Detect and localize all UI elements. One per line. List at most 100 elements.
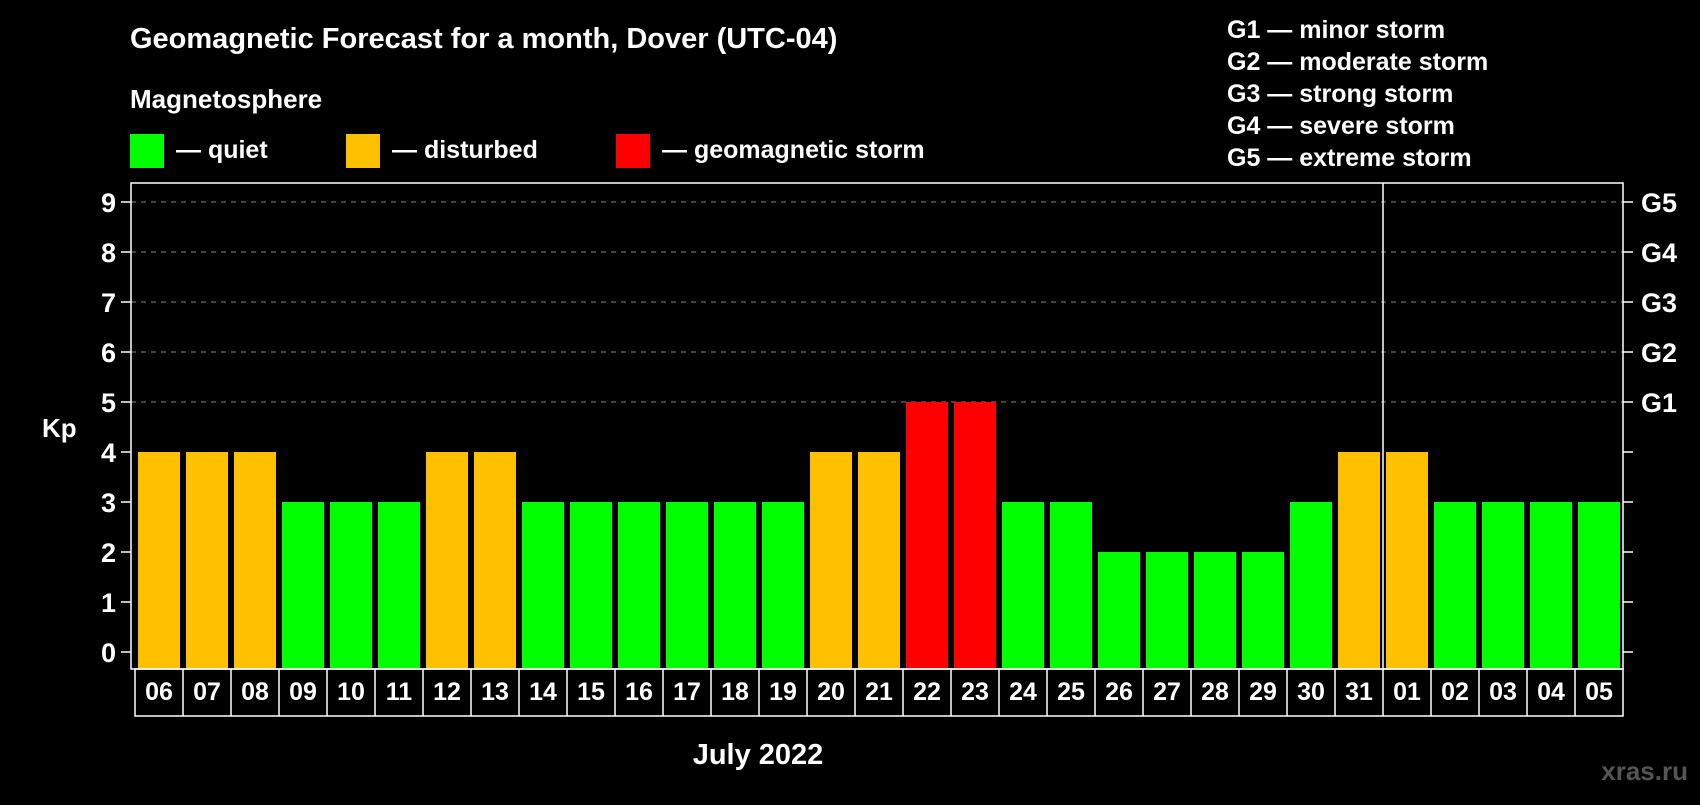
g-level-label: G2 xyxy=(1641,338,1677,368)
status-legend: — quiet — disturbed — geomagnetic storm xyxy=(130,134,925,168)
kp-bar xyxy=(1146,552,1188,669)
chart-subtitle: Magnetosphere xyxy=(130,84,322,114)
y-axis-label: Kp xyxy=(42,413,77,443)
kp-bar xyxy=(426,452,468,669)
y-tick-label: 5 xyxy=(101,388,116,418)
day-label: 28 xyxy=(1201,678,1229,706)
g-level-legend: G1 — minor storm G2 — moderate storm G3 — … xyxy=(1227,16,1488,172)
day-label: 13 xyxy=(481,678,509,706)
kp-bar xyxy=(762,502,804,669)
g-legend-item: G4 — severe storm xyxy=(1227,112,1455,140)
legend-label: — quiet xyxy=(176,136,268,164)
kp-bar xyxy=(522,502,564,669)
kp-bar xyxy=(858,452,900,669)
day-label: 12 xyxy=(433,678,461,706)
kp-bar xyxy=(1242,552,1284,669)
day-label: 01 xyxy=(1393,678,1421,706)
day-label: 25 xyxy=(1057,678,1085,706)
day-label: 11 xyxy=(386,678,413,706)
day-label: 20 xyxy=(817,678,845,706)
kp-bar xyxy=(714,502,756,669)
day-label: 17 xyxy=(673,678,701,706)
y-axis-ticks: 0 1 2 3 4 5 6 7 8 9 xyxy=(101,188,1633,668)
chart-title: Geomagnetic Forecast for a month, Dover … xyxy=(130,23,837,55)
g-legend-item: G2 — moderate storm xyxy=(1227,48,1488,76)
legend-swatch xyxy=(346,134,380,168)
day-label: 27 xyxy=(1153,678,1181,706)
g-level-label: G1 xyxy=(1641,388,1677,418)
day-label: 02 xyxy=(1441,678,1469,706)
day-label: 30 xyxy=(1297,678,1325,706)
g-legend-item: G5 — extreme storm xyxy=(1227,144,1472,172)
day-label: 24 xyxy=(1009,678,1037,706)
kp-bar xyxy=(906,402,948,669)
kp-bar xyxy=(1578,502,1620,669)
kp-bar xyxy=(474,452,516,669)
kp-bar xyxy=(1530,502,1572,669)
kp-bar xyxy=(1194,552,1236,669)
g-legend-item: G1 — minor storm xyxy=(1227,16,1445,44)
kp-bar xyxy=(1338,452,1380,669)
day-label: 15 xyxy=(577,678,605,706)
x-axis-days: 06 07 08 09 10 11 12 13 14 15 16 17 18 19 20 21 22 23 24 25… xyxy=(134,668,1624,717)
kp-bar xyxy=(1386,452,1428,669)
kp-bar xyxy=(234,452,276,669)
day-label: 26 xyxy=(1105,678,1133,706)
kp-bar xyxy=(186,452,228,669)
day-label: 05 xyxy=(1585,678,1613,706)
kp-bar xyxy=(1002,502,1044,669)
g-legend-item: G3 — strong storm xyxy=(1227,80,1453,108)
day-label: 09 xyxy=(289,678,317,706)
bars xyxy=(138,402,1620,669)
kp-bar xyxy=(1098,552,1140,669)
y-tick-label: 4 xyxy=(101,438,116,468)
y-tick-label: 7 xyxy=(101,288,116,318)
day-label: 31 xyxy=(1345,678,1373,706)
x-axis-label: July 2022 xyxy=(693,739,824,771)
day-label: 08 xyxy=(241,678,269,706)
kp-bar xyxy=(1482,502,1524,669)
kp-bar xyxy=(618,502,660,669)
kp-bar xyxy=(666,502,708,669)
kp-bar xyxy=(138,452,180,669)
day-label: 29 xyxy=(1249,678,1277,706)
day-label: 23 xyxy=(961,678,989,706)
day-label: 21 xyxy=(865,678,893,706)
g-level-label: G3 xyxy=(1641,288,1677,318)
day-label: 18 xyxy=(721,678,749,706)
kp-bar xyxy=(1290,502,1332,669)
y-tick-label: 0 xyxy=(101,638,116,668)
day-row-frame xyxy=(134,668,1624,717)
kp-bar xyxy=(570,502,612,669)
kp-bar xyxy=(954,402,996,669)
y-tick-label: 1 xyxy=(101,588,116,618)
legend-label: — geomagnetic storm xyxy=(662,136,925,164)
kp-bar xyxy=(1434,502,1476,669)
kp-bar xyxy=(282,502,324,669)
g-level-label: G4 xyxy=(1641,238,1677,268)
g-level-label: G5 xyxy=(1641,188,1677,218)
legend-swatch xyxy=(130,134,164,168)
kp-bar xyxy=(378,502,420,669)
day-label: 03 xyxy=(1489,678,1517,706)
day-label: 22 xyxy=(913,678,941,706)
grid-lines xyxy=(131,201,1623,403)
y-tick-label: 8 xyxy=(101,238,116,268)
y-tick-label: 9 xyxy=(101,188,116,218)
day-label: 10 xyxy=(337,678,365,706)
day-label: 19 xyxy=(769,678,797,706)
legend-label: — disturbed xyxy=(392,136,538,164)
kp-bar xyxy=(330,502,372,669)
y-tick-label: 6 xyxy=(101,338,116,368)
day-label: 06 xyxy=(145,678,173,706)
day-label: 07 xyxy=(193,678,221,706)
y-tick-label: 3 xyxy=(101,488,116,518)
g-level-axis: G1 G2 G3 G4 G5 xyxy=(1641,188,1677,418)
day-label: 04 xyxy=(1537,678,1565,706)
kp-bar xyxy=(810,452,852,669)
kp-bar xyxy=(1050,502,1092,669)
legend-swatch xyxy=(616,134,650,168)
y-tick-label: 2 xyxy=(101,538,116,568)
watermark: xras.ru xyxy=(1601,756,1688,786)
